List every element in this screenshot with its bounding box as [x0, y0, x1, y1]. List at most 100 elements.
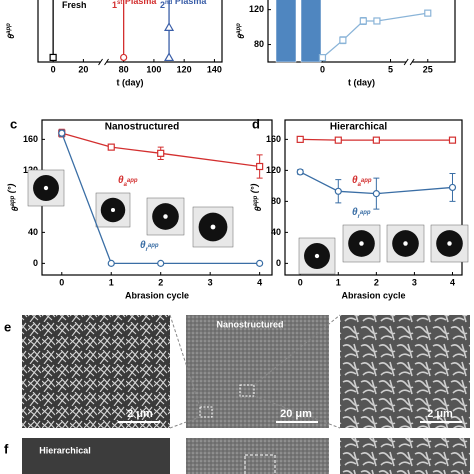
- chart-title: Hierarchical: [330, 122, 387, 133]
- text-part: θ: [10, 206, 20, 211]
- label: θapp (°): [6, 184, 20, 212]
- x-tick-label: 2: [158, 277, 163, 287]
- droplet-glint: [163, 214, 168, 219]
- panel-letter: c: [10, 116, 17, 131]
- x-tick-label: 0: [298, 277, 303, 287]
- text-part: Fresh: [62, 0, 87, 10]
- connector: [253, 314, 341, 386]
- subscript: r: [146, 247, 149, 253]
- y-tick-label: 160: [266, 134, 281, 144]
- sem-image: [340, 315, 470, 428]
- marker: [49, 53, 57, 62]
- plot-frame: [37, 0, 223, 63]
- label: 1st Plasma: [112, 0, 157, 10]
- text-part: θ: [352, 175, 358, 186]
- axis-break: [403, 58, 415, 66]
- x-tick-label: 25: [423, 64, 433, 74]
- sem-image: [186, 315, 329, 428]
- marker: [164, 22, 175, 31]
- scale-label: 20 μm: [280, 408, 312, 420]
- superscript: st: [117, 0, 122, 6]
- sem-image: [22, 315, 170, 428]
- series-line: [61, 132, 260, 168]
- label: θaapp: [352, 175, 372, 188]
- y-tick-label: 160: [23, 134, 38, 144]
- marker: [58, 129, 66, 137]
- marker: [339, 36, 347, 44]
- marker: [157, 149, 165, 157]
- text-part: θ: [352, 207, 358, 218]
- connector: [169, 314, 201, 408]
- x-tick-label: 3: [412, 277, 417, 287]
- axis-break: [98, 58, 109, 66]
- sem-image: [22, 438, 170, 474]
- sem-image: [186, 438, 329, 474]
- superscript: app: [127, 178, 138, 184]
- chart-panel: 0 20 80 100 120 140 t (day) θapp Fresh 1st Plasma…: [6, 0, 223, 87]
- droplet-glint: [110, 207, 116, 213]
- superscript: app: [360, 210, 371, 216]
- plot-frame: [284, 119, 463, 276]
- image-label: Hierarchical: [39, 445, 91, 455]
- connector: [169, 416, 201, 429]
- x-tick-label: 2: [374, 277, 379, 287]
- marker: [448, 183, 457, 192]
- text-part: θ: [118, 175, 124, 186]
- panel-letter: d: [252, 116, 260, 131]
- marker: [120, 53, 128, 62]
- panel-letter: e: [4, 319, 11, 334]
- plot-frame: [41, 119, 273, 276]
- bar-segment: [300, 0, 322, 63]
- marker: [296, 135, 304, 143]
- droplet-glint: [403, 241, 408, 246]
- superscript: nd: [165, 0, 173, 6]
- subscript: r: [358, 214, 361, 220]
- label: θapp: [6, 23, 17, 39]
- x-tick-label: 4: [450, 277, 455, 287]
- y-tick-label: 0: [276, 258, 281, 268]
- x-tick-label: 0: [51, 64, 56, 74]
- marker: [359, 17, 367, 25]
- marker: [334, 136, 342, 144]
- marker: [448, 136, 457, 144]
- droplet-glint: [43, 185, 49, 191]
- zoom-box: [244, 454, 276, 474]
- subscript: a: [124, 182, 128, 188]
- connector: [253, 395, 341, 429]
- superscript: app: [236, 23, 242, 34]
- x-tick-label: 120: [177, 64, 192, 74]
- y-tick-label: 0: [33, 258, 38, 268]
- text-part: θ: [140, 240, 146, 251]
- axis-break: [406, 58, 413, 66]
- label: θapp (°): [249, 184, 263, 212]
- plot-frame: [267, 0, 456, 63]
- zoom-box: [239, 384, 255, 397]
- superscript: app: [361, 178, 372, 184]
- image-label: Nanostructured: [216, 319, 283, 329]
- y-tick-label: 80: [271, 196, 281, 206]
- text-part: Plasma: [172, 0, 207, 6]
- label: θaapp: [118, 175, 138, 188]
- droplet-glint: [210, 224, 216, 230]
- marker: [164, 52, 175, 62]
- superscript: app: [10, 195, 16, 206]
- text-part: Plasma: [122, 0, 157, 6]
- x-tick-label: 1: [109, 277, 114, 287]
- text-part: θ: [253, 206, 263, 211]
- superscript: app: [148, 243, 159, 249]
- marker: [157, 259, 165, 267]
- chart-panel: 0 5 25 80 120 t (day) θapp: [236, 0, 456, 87]
- text-part: (°): [6, 184, 16, 196]
- x-tick-label: 100: [146, 64, 161, 74]
- superscript: app: [253, 195, 259, 206]
- y-tick-label: 40: [271, 227, 281, 237]
- scale-label: 2 μm: [127, 408, 153, 420]
- y-tick-label: 80: [254, 39, 264, 49]
- marker: [372, 190, 380, 198]
- droplet-glint: [314, 253, 320, 259]
- axis-break: [100, 58, 107, 66]
- marker: [334, 187, 342, 195]
